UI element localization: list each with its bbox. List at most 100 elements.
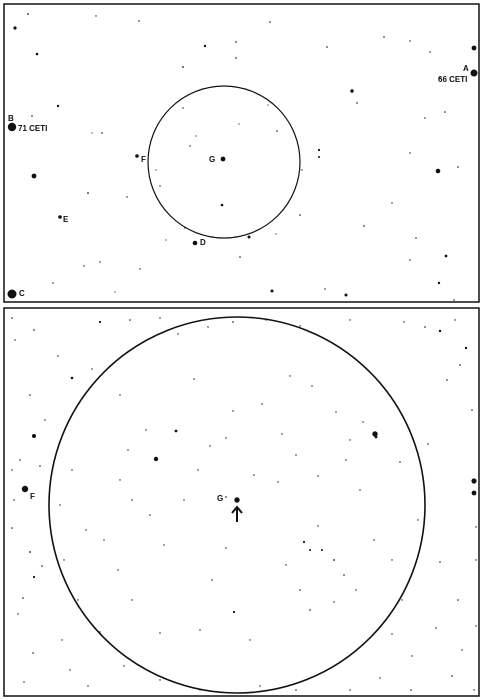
top-field-star (195, 135, 197, 137)
top-field-star (87, 192, 89, 194)
top-field-star (165, 239, 167, 241)
top-field-star (269, 21, 271, 23)
bottom-named-star (372, 431, 378, 437)
top-field-star (318, 156, 320, 158)
bottom-field-star (457, 599, 459, 601)
top-field-star (99, 261, 101, 263)
top-field-star (235, 57, 237, 59)
bottom-field-star (57, 355, 59, 357)
bottom-field-star (11, 469, 13, 471)
top-field-star (126, 196, 128, 198)
bottom-field-star (22, 597, 24, 599)
label-f-bottom: F (30, 492, 35, 501)
label-71-ceti: 71 CETI (18, 124, 47, 133)
label-66-ceti: 66 CETI (438, 75, 467, 84)
bottom-field-star (98, 320, 102, 324)
bottom-field-star (117, 569, 119, 571)
top-named-star (135, 154, 139, 158)
bottom-field-star (63, 559, 65, 561)
bottom-field-star (403, 321, 405, 323)
bottom-field-star (333, 601, 335, 603)
top-field-star (301, 169, 303, 171)
bottom-field-star (11, 527, 13, 529)
top-field-star (239, 256, 241, 258)
bottom-field-star (295, 689, 297, 691)
bottom-field-star (77, 599, 79, 601)
bottom-field-star (59, 504, 61, 506)
top-field-star (182, 107, 184, 109)
bottom-field-star (14, 339, 16, 341)
bottom-named-star (234, 497, 240, 503)
top-field-star (238, 123, 240, 125)
bottom-field-star (299, 589, 301, 591)
bottom-field-star (464, 346, 468, 350)
bottom-field-star (391, 633, 393, 635)
bottom-field-star (177, 333, 179, 335)
top-field-star (415, 237, 417, 239)
top-field-star (344, 293, 348, 297)
top-field-star (457, 166, 459, 168)
top-field-star (184, 227, 186, 229)
bottom-field-star (417, 519, 419, 521)
bottom-field-star (33, 329, 35, 331)
bottom-field-star (199, 629, 201, 631)
bottom-field-star (19, 459, 21, 461)
bottom-field-star (349, 319, 351, 321)
top-field-star (247, 235, 251, 239)
top-field-star (409, 259, 411, 261)
top-field-star (203, 44, 207, 48)
bottom-field-star (427, 443, 429, 445)
top-field-star (356, 102, 358, 104)
top-field-star (138, 20, 140, 22)
bottom-field-star (41, 565, 43, 567)
bottom-field-star (321, 549, 323, 551)
top-field-star (326, 46, 328, 48)
bottom-field-star (123, 665, 125, 667)
bottom-field-star (475, 559, 477, 561)
bottom-field-star (399, 461, 401, 463)
bottom-field-star (197, 469, 199, 471)
top-field-star (383, 36, 385, 38)
bottom-field-star (163, 544, 165, 546)
top-field-star (429, 51, 431, 53)
top-field-star (139, 268, 141, 270)
bottom-field-star (69, 669, 71, 671)
bottom-field-star (207, 326, 209, 328)
bottom-field-star (32, 575, 36, 579)
bottom-field-star (61, 639, 63, 641)
bottom-field-star (471, 409, 473, 411)
bottom-field-star (343, 574, 345, 576)
top-field-star (270, 289, 274, 293)
bottom-field-star (11, 317, 13, 319)
bottom-named-star (471, 490, 477, 496)
bottom-named-star (153, 456, 159, 462)
bottom-field-star (439, 561, 441, 563)
bottom-field-star (183, 499, 185, 501)
top-field-star (299, 214, 301, 216)
bottom-field-star (333, 559, 335, 561)
top-field-star (220, 203, 224, 207)
bottom-field-star (289, 375, 291, 377)
bottom-field-star (91, 368, 93, 370)
bottom-field-star (473, 689, 475, 691)
bottom-field-star (424, 326, 426, 328)
bottom-field-star (265, 319, 267, 321)
bottom-named-star (21, 485, 29, 493)
top-field-circle (147, 85, 301, 239)
bottom-field-star (302, 540, 306, 544)
top-field-star (437, 281, 441, 285)
bottom-field-star (29, 394, 31, 396)
top-named-star (7, 289, 17, 299)
bottom-field-star (211, 579, 213, 581)
top-field-star (13, 26, 17, 30)
bottom-field-star (131, 599, 133, 601)
top-field-star (444, 254, 448, 258)
top-field-star (31, 173, 37, 179)
top-field-star (409, 40, 411, 42)
top-field-star (317, 148, 321, 152)
bottom-field-star (225, 496, 227, 498)
top-field-star (444, 111, 446, 113)
bottom-field-star (349, 439, 351, 441)
label-g-bottom: G (217, 494, 223, 503)
bottom-field-star (438, 329, 442, 333)
